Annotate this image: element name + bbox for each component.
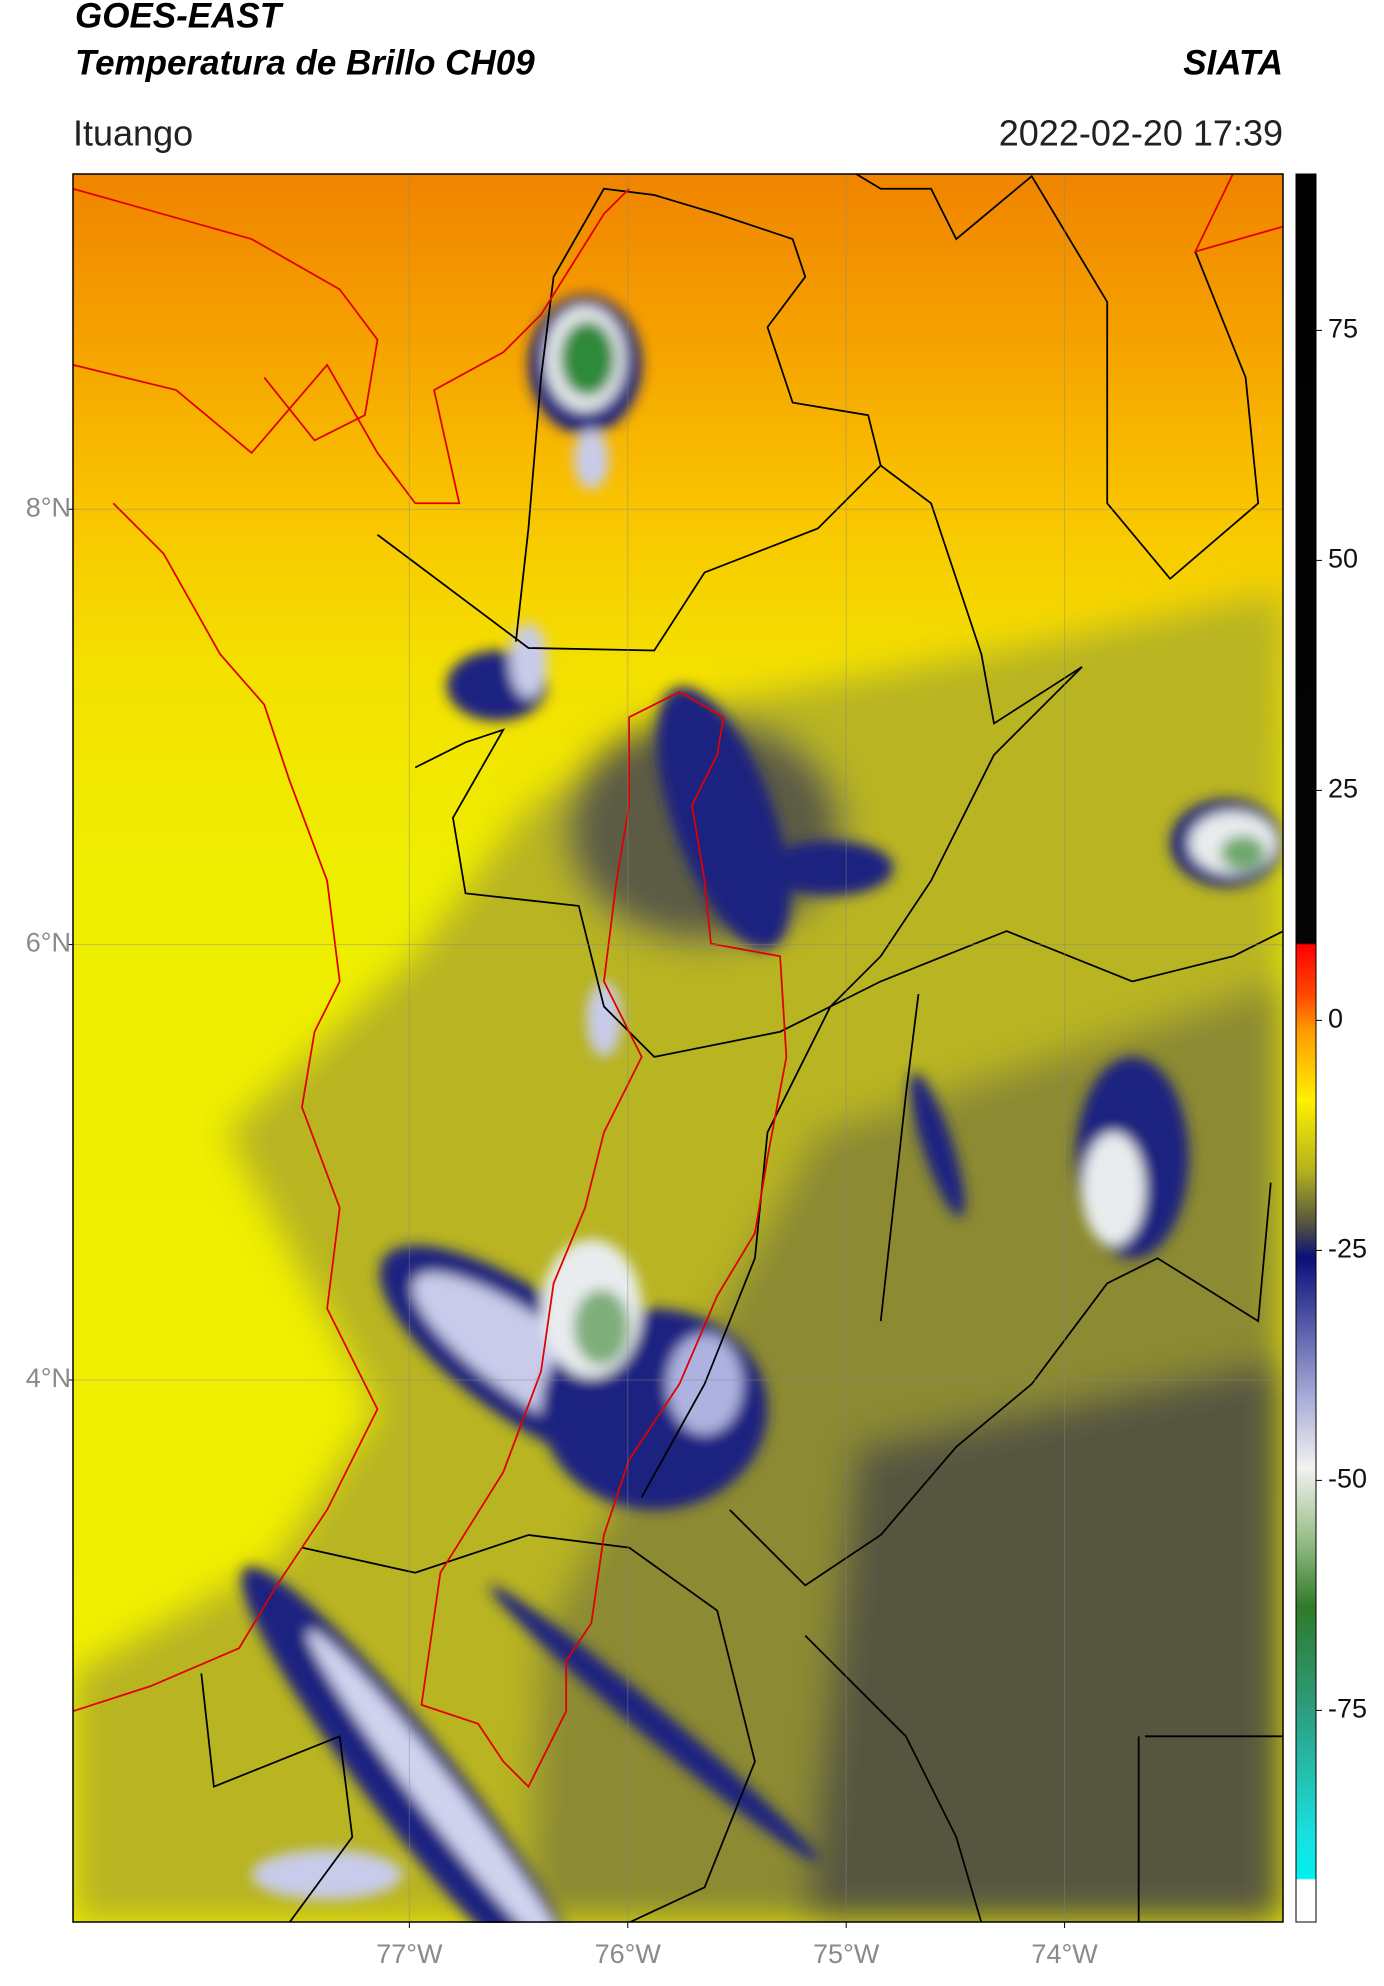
location: Ituango — [73, 113, 193, 154]
satellite-image — [72, 173, 1284, 1923]
colorbar-tick-label: -25 — [1328, 1234, 1367, 1264]
y-tick-label: 8°N — [26, 492, 71, 522]
map-frame — [72, 173, 1284, 1923]
colorbar-tick-label: -75 — [1328, 1694, 1367, 1724]
colorbar-tick-label: 25 — [1328, 774, 1358, 804]
colorbar-tick-label: 50 — [1328, 544, 1358, 574]
colorbar-tick-label: -50 — [1328, 1464, 1367, 1494]
y-tick-label: 6°N — [26, 928, 71, 958]
grid — [73, 174, 1283, 1922]
colorbar — [1295, 173, 1317, 1923]
y-tick-label: 4°N — [26, 1363, 71, 1393]
subtitle: Temperatura de Brillo CH09 — [75, 43, 535, 82]
x-tick-label: 75°W — [813, 1939, 880, 1969]
colorbar-tick-label: 75 — [1328, 314, 1358, 344]
title: GOES-EAST — [75, 0, 284, 35]
datetime: 2022-02-20 17:39 — [999, 113, 1283, 154]
x-tick-label: 76°W — [595, 1939, 662, 1969]
x-tick-label: 74°W — [1031, 1939, 1098, 1969]
source: SIATA — [1183, 43, 1283, 82]
colorbar-tick-label: 0 — [1328, 1004, 1343, 1034]
x-tick-label: 77°W — [376, 1939, 443, 1969]
